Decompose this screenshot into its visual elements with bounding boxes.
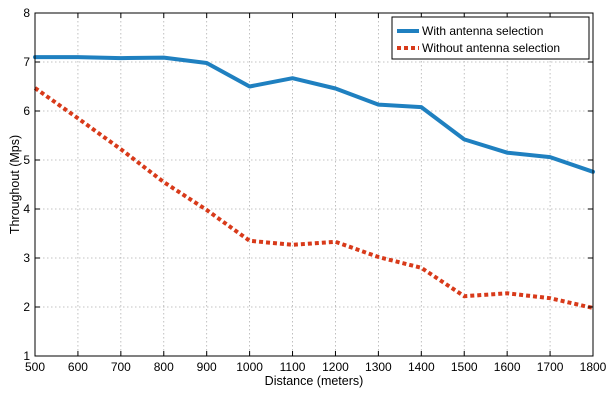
x-axis-label: Distance (meters) <box>265 374 364 388</box>
y-tick-label: 1 <box>23 349 30 363</box>
y-tick-label: 8 <box>23 6 30 20</box>
y-tick-label: 2 <box>23 300 30 314</box>
x-tick-label: 500 <box>25 360 45 374</box>
y-tick-label: 4 <box>23 202 30 216</box>
x-tick-label: 1500 <box>451 360 478 374</box>
y-tick-label: 6 <box>23 104 30 118</box>
legend-label: Without antenna selection <box>422 41 560 55</box>
y-tick-label: 7 <box>23 55 30 69</box>
x-tick-label: 1100 <box>280 360 306 374</box>
x-tick-label: 1700 <box>537 360 564 374</box>
legend-label: With antenna selection <box>422 24 543 38</box>
x-tick-label: 700 <box>111 360 131 374</box>
x-tick-label: 900 <box>197 360 217 374</box>
legend: With antenna selection Without antenna se… <box>391 16 590 60</box>
x-tick-label: 1200 <box>322 360 349 374</box>
x-tick-label: 1600 <box>494 360 521 374</box>
series-lines <box>33 55 595 310</box>
y-axis-label: Throughout (Mps) <box>8 135 22 234</box>
legend-box <box>391 16 590 60</box>
x-tick-label: 600 <box>68 360 88 374</box>
series-line <box>33 86 594 310</box>
x-tick-label: 1300 <box>365 360 392 374</box>
grid-lines <box>35 13 593 356</box>
series-line <box>33 55 595 174</box>
y-tick-label: 5 <box>23 153 30 167</box>
x-tick-label: 1800 <box>580 360 607 374</box>
y-tick-label: 3 <box>23 251 30 265</box>
plot-frame <box>34 12 594 357</box>
axis-ticks: 500 600 700 800 900 1000 1100 1200 1300 1400 1500 1… <box>23 6 606 374</box>
x-tick-label: 1400 <box>408 360 435 374</box>
x-tick-label: 800 <box>154 360 174 374</box>
x-tick-label: 1000 <box>236 360 263 374</box>
